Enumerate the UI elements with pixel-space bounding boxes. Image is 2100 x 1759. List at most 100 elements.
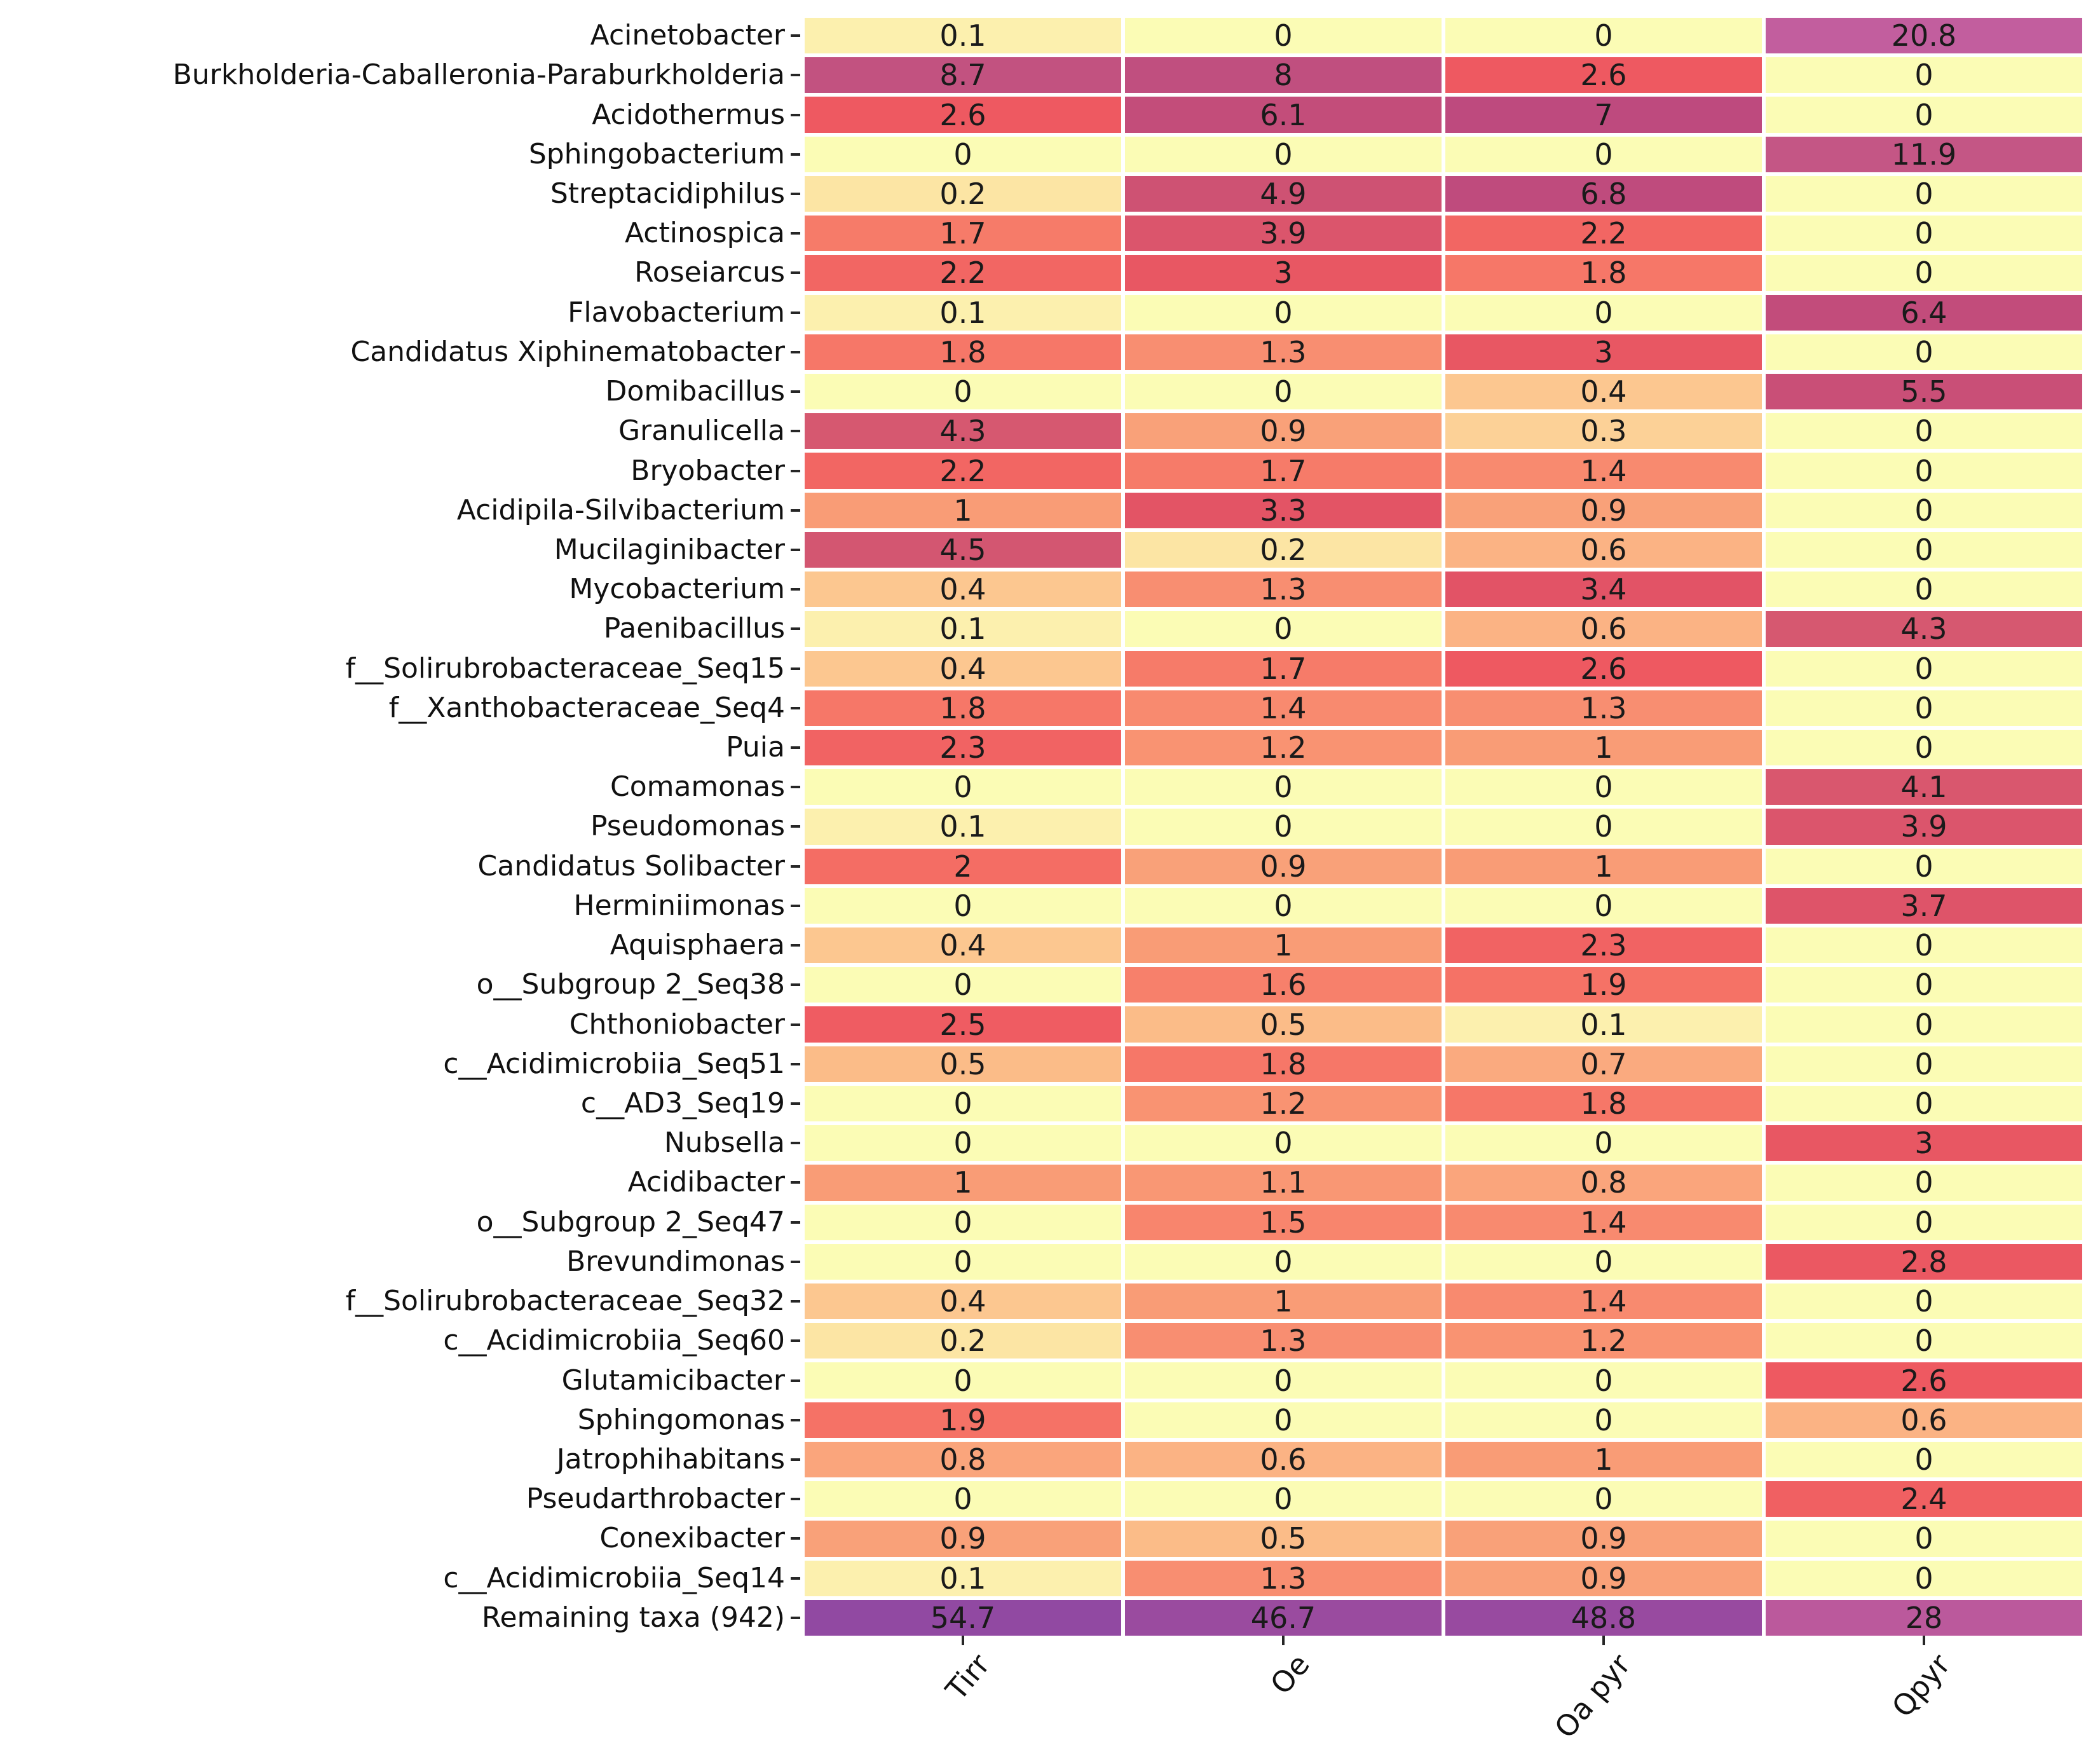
cell-value: 6.1 [1260, 97, 1307, 132]
cell-value: 0.9 [1260, 414, 1307, 449]
heatmap-cell: 0 [1766, 1521, 2082, 1557]
y-tick-mark [791, 706, 800, 709]
y-tick-mark [791, 1577, 800, 1580]
cell-value: 0 [1274, 888, 1293, 923]
cell-value: 2.6 [1580, 651, 1627, 686]
cell-value: 0.4 [939, 651, 986, 686]
row-label: Remaining taxa (942) [0, 1600, 805, 1636]
heatmap-cell: 2.2 [805, 255, 1121, 291]
cell-value: 0.9 [939, 1521, 986, 1556]
cell-value: 1.5 [1260, 1205, 1307, 1240]
cell-value: 0 [1594, 770, 1613, 805]
heatmap-cell: 46.7 [1125, 1599, 1442, 1636]
row-label-text: Puia [726, 731, 785, 764]
cell-value: 0 [1914, 1324, 1933, 1359]
heatmap-cell: 0 [1125, 1362, 1442, 1399]
cell-value: 0.6 [1900, 1402, 1947, 1437]
cell-value: 2.5 [939, 1007, 986, 1042]
y-tick-mark [791, 1537, 800, 1540]
y-tick-mark [791, 1023, 800, 1026]
cell-value: 0 [1914, 1165, 1933, 1200]
cell-value: 0.4 [939, 928, 986, 963]
heatmap-cell: 0 [1766, 848, 2082, 884]
cell-value: 0 [953, 770, 972, 805]
cell-value: 0 [953, 1126, 972, 1161]
cell-value: 0.5 [1260, 1521, 1307, 1556]
heatmap-cell: 0 [805, 967, 1121, 1003]
cell-value: 0 [953, 1086, 972, 1121]
cell-value: 1.8 [1260, 1046, 1307, 1081]
cell-value: 0 [953, 1363, 972, 1398]
heatmap-cell: 1.2 [1445, 1323, 1762, 1359]
cell-value: 0 [1274, 612, 1293, 647]
heatmap-cell: 0 [1445, 1243, 1762, 1280]
heatmap-cell: 3.9 [1766, 809, 2082, 845]
row-label: Streptacidiphilus [0, 176, 805, 212]
row-label: Burkholderia-Caballeronia-Paraburkholder… [0, 57, 805, 93]
row-label-text: Aquisphaera [610, 929, 785, 962]
row-label-text: Candidatus Solibacter [477, 849, 785, 882]
heatmap-cell: 0 [1766, 453, 2082, 489]
cell-value: 1.6 [1260, 968, 1307, 1003]
row-label-text: Nubsella [664, 1126, 785, 1160]
cell-value: 5.5 [1900, 374, 1947, 409]
heatmap-cell: 0 [1445, 136, 1762, 172]
y-tick-mark [791, 74, 800, 77]
cell-value: 2.6 [939, 97, 986, 132]
row-label-text: o__Subgroup 2_Seq47 [476, 1205, 785, 1238]
heatmap-cell: 0 [1125, 1125, 1442, 1161]
heatmap-cell: 0 [1766, 1560, 2082, 1596]
heatmap-cell: 0.5 [805, 1046, 1121, 1082]
y-tick-mark [791, 1181, 800, 1184]
cell-value: 8 [1274, 58, 1293, 93]
y-tick-mark [791, 1102, 800, 1105]
row-label: Pseudomonas [0, 809, 805, 844]
cell-value: 0.9 [1580, 493, 1627, 528]
cell-value: 0 [1914, 97, 1933, 132]
heatmap-cell: 0 [1445, 809, 1762, 845]
cell-value: 7 [1594, 97, 1613, 132]
cell-value: 0 [1274, 1402, 1293, 1437]
y-tick-mark [791, 1616, 800, 1619]
row-label: Bryobacter [0, 453, 805, 488]
cell-value: 54.7 [930, 1600, 996, 1635]
row-label-text: Burkholderia-Caballeronia-Paraburkholder… [172, 58, 785, 92]
heatmap-cell: 3 [1125, 255, 1442, 291]
cell-value: 1.4 [1580, 453, 1627, 488]
cell-value: 0.8 [1580, 1165, 1627, 1200]
cell-value: 0.5 [1260, 1007, 1307, 1042]
row-label: Granulicella [0, 413, 805, 449]
y-tick-mark [791, 192, 800, 195]
cell-value: 1.7 [939, 216, 986, 251]
cell-value: 1.8 [939, 334, 986, 369]
heatmap-cell: 5.5 [1766, 373, 2082, 410]
x-axis-label: Oa pyr [1547, 1647, 1637, 1745]
cell-value: 1 [1274, 1284, 1293, 1319]
row-label: Herminiimonas [0, 888, 805, 924]
row-label: Comamonas [0, 769, 805, 805]
heatmap-cell: 1.3 [1125, 334, 1442, 370]
heatmap-cell: 0 [1766, 1006, 2082, 1043]
cell-value: 0 [1914, 1561, 1933, 1596]
cell-value: 2.3 [939, 730, 986, 765]
heatmap-cell: 0.6 [1445, 531, 1762, 568]
heatmap-cell: 0.9 [1125, 413, 1442, 449]
cell-value: 0 [1594, 1363, 1613, 1398]
heatmap-cell: 1 [1125, 1283, 1442, 1320]
heatmap-cell: 4.1 [1766, 769, 2082, 805]
row-label-text: Granulicella [618, 414, 785, 448]
heatmap-cell: 1 [805, 492, 1121, 528]
row-label-text: Acidipila-Silvibacterium [456, 493, 785, 526]
heatmap-cell: 0 [805, 1204, 1121, 1240]
heatmap-cell: 1 [1125, 927, 1442, 964]
row-label-text: f__Solirubrobacteraceae_Seq32 [345, 1285, 785, 1318]
heatmap-cell: 6.4 [1766, 294, 2082, 331]
heatmap-cell: 0 [805, 136, 1121, 172]
row-label-text: c__Acidimicrobiia_Seq51 [443, 1047, 785, 1080]
cell-value: 1.4 [1580, 1205, 1627, 1240]
row-label: Actinospica [0, 216, 805, 251]
cell-value: 2 [953, 849, 972, 884]
cell-value: 2.6 [1580, 58, 1627, 93]
heatmap-cell: 0.9 [1445, 492, 1762, 528]
cell-value: 3.9 [1260, 216, 1307, 251]
